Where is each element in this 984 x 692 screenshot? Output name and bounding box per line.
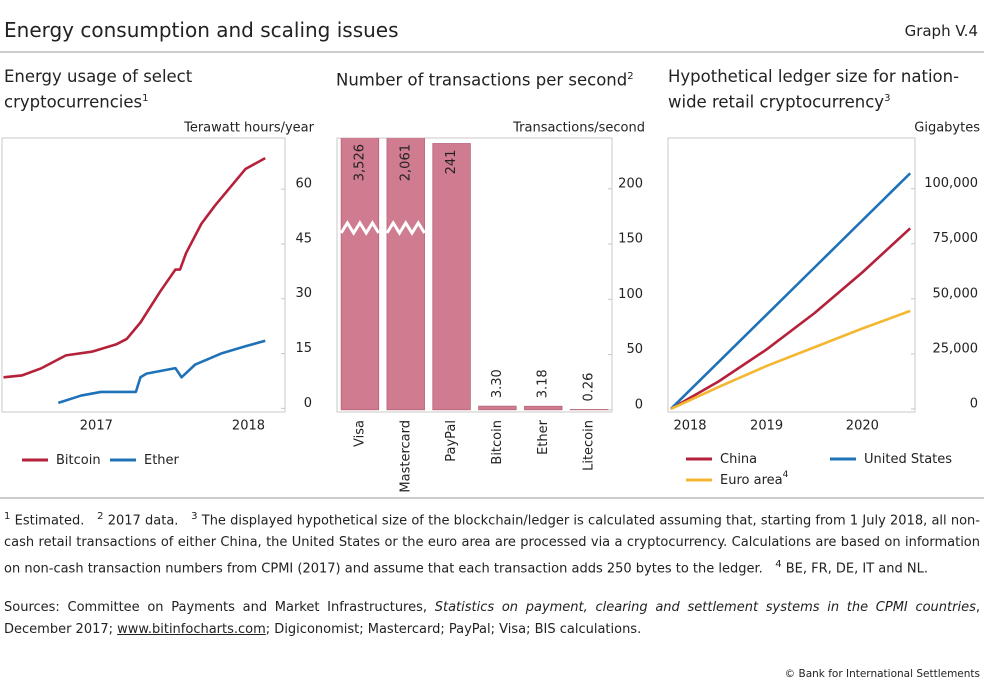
y-axis-unit: Gigabytes <box>914 121 980 136</box>
y-tick-label: 0 <box>304 396 312 411</box>
legend-label: United States <box>864 452 952 467</box>
legend-label: China <box>720 452 757 467</box>
y-tick-label: 150 <box>618 232 643 247</box>
graph-title: Energy consumption and scaling issues <box>4 18 399 42</box>
y-tick-label: 100,000 <box>924 176 978 191</box>
legend-text: China <box>720 452 757 467</box>
series-line <box>670 227 912 411</box>
legend-text: Bitcoin <box>56 453 101 468</box>
panel-title-text: Energy usage of select cryptocurrencies <box>4 67 193 112</box>
value-label: 3.30 <box>490 369 505 398</box>
value-label: 241 <box>444 150 459 175</box>
legend-label: Bitcoin <box>56 453 101 468</box>
x-tick-label: 2019 <box>750 419 783 434</box>
bar <box>478 405 517 411</box>
footnote-text: The displayed hypothetical size of the b… <box>4 513 980 577</box>
bar <box>524 405 563 411</box>
axis-break <box>339 220 380 236</box>
y-tick-label: 200 <box>618 176 643 191</box>
footnote-ref: 1 <box>142 93 149 104</box>
value-label: 2,061 <box>398 144 413 181</box>
axis-break <box>385 220 426 236</box>
value-label: 3,526 <box>352 144 367 181</box>
y-tick-label: 15 <box>295 341 312 356</box>
footnote-marker: 2 <box>97 511 104 522</box>
footnote-marker: 3 <box>191 511 198 522</box>
series-line <box>57 339 266 405</box>
x-tick-label: PayPal <box>444 420 459 462</box>
plot-frame <box>667 137 916 413</box>
y-tick-label: 75,000 <box>933 231 979 246</box>
source-text: Sources: Committee on Payments and Marke… <box>4 600 435 615</box>
panel-title: Hypothetical ledger size for nation-wide… <box>668 66 980 114</box>
legend-label: Euro area4 <box>720 470 789 488</box>
legend-label: Ether <box>144 453 180 468</box>
sources: Sources: Committee on Payments and Marke… <box>4 597 980 641</box>
footnotes: 1 Estimated. 2 2017 data. 3 The displaye… <box>4 506 980 581</box>
bar <box>432 143 471 411</box>
plot-frame <box>1 137 286 413</box>
footnote-text: Estimated. <box>14 513 85 529</box>
series-line <box>670 309 911 411</box>
x-tick-label: 2017 <box>80 419 113 434</box>
bar <box>340 138 380 411</box>
series-line <box>669 172 912 410</box>
x-tick-label: 2018 <box>673 419 706 434</box>
source-text: ; Digiconomist; Mastercard; PayPal; Visa… <box>265 622 642 637</box>
footnote-ref: 3 <box>884 93 891 104</box>
footnote-marker: 4 <box>775 559 782 571</box>
y-tick-label: 50 <box>626 342 643 357</box>
x-tick-label: Bitcoin <box>490 420 505 465</box>
y-tick-label: 30 <box>295 286 312 301</box>
x-tick-label: Litecoin <box>582 420 597 471</box>
y-tick-label: 60 <box>295 177 312 192</box>
y-tick-label: 25,000 <box>933 341 979 356</box>
footnote-text: 2017 data. <box>107 513 179 529</box>
x-tick-label: 2018 <box>232 419 265 434</box>
graph-id: Graph V.4 <box>904 22 978 40</box>
footnote-text: BE, FR, DE, IT and NL. <box>785 561 928 577</box>
source-link: www.bitinfocharts.com <box>117 622 266 637</box>
footnote-ref: 4 <box>783 470 789 480</box>
x-tick-label: 2020 <box>846 419 879 434</box>
x-tick-label: Mastercard <box>398 420 413 493</box>
panel-title: Number of transactions per second2 <box>336 66 656 92</box>
bar <box>386 138 425 411</box>
y-tick-label: 0 <box>970 396 978 411</box>
panel-title-text: Number of transactions per second <box>336 70 628 90</box>
x-tick-label: Ether <box>536 419 551 455</box>
footnote-marker: 1 <box>4 511 11 522</box>
source-text: Statistics on payment, clearing and sett… <box>434 600 976 615</box>
source-text: , December 2017; <box>4 600 980 637</box>
value-label: 3.18 <box>536 369 551 398</box>
y-tick-label: 100 <box>618 287 643 302</box>
plot-frame <box>336 137 613 413</box>
legend-text: Euro area <box>720 473 783 488</box>
footnote-ref: 2 <box>627 71 634 82</box>
y-tick-label: 45 <box>295 231 312 246</box>
value-label: 0.26 <box>582 373 597 402</box>
series-line <box>3 156 266 379</box>
legend-text: United States <box>864 452 952 467</box>
y-axis-unit: Transactions/second <box>512 121 645 136</box>
y-tick-label: 0 <box>635 397 643 412</box>
panel-title-text: Hypothetical ledger size for nation-wide… <box>668 67 960 112</box>
legend-text: Ether <box>144 453 180 468</box>
y-tick-label: 50,000 <box>933 286 979 301</box>
copyright: © Bank for International Settlements <box>784 668 980 680</box>
x-tick-label: Visa <box>352 420 367 447</box>
y-axis-unit: Terawatt hours/year <box>183 121 315 136</box>
panel-title: Energy usage of select cryptocurrencies1 <box>4 66 304 114</box>
